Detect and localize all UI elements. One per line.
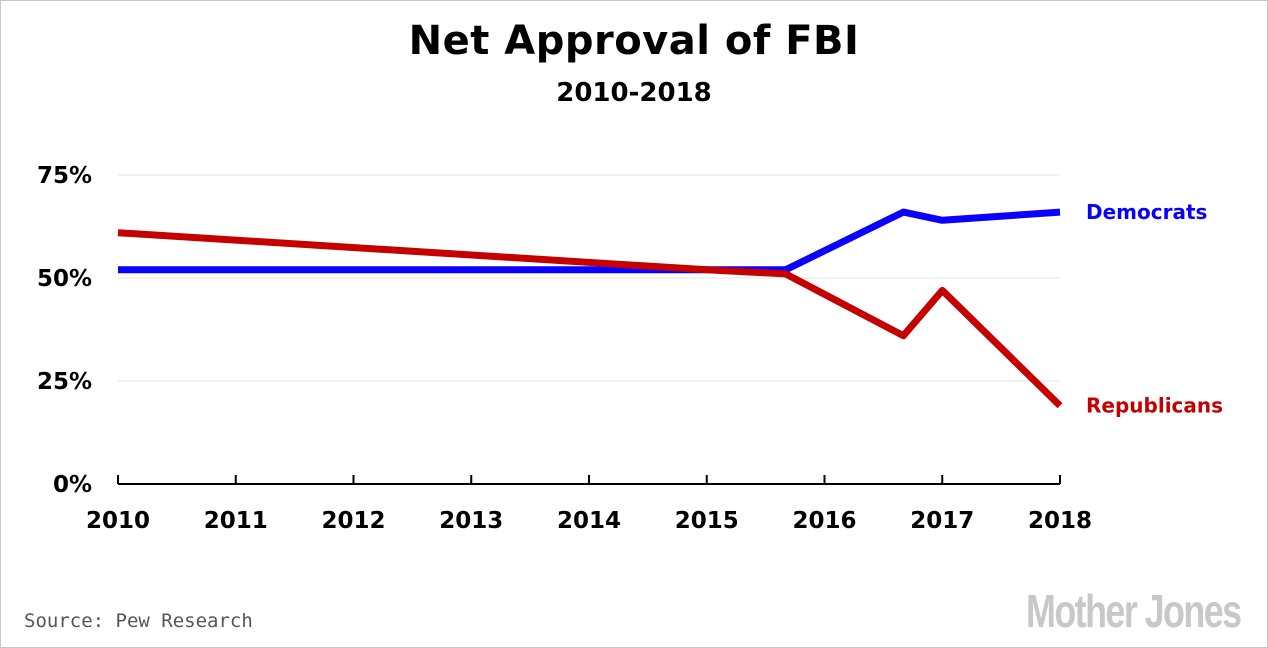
x-tick-label: 2015: [675, 508, 739, 534]
chart-title: Net Approval of FBI: [408, 18, 860, 64]
series-label-republicans: Republicans: [1086, 394, 1223, 418]
x-tick-label: 2017: [910, 508, 974, 534]
x-tick-label: 2014: [557, 508, 621, 534]
y-tick-label: 75%: [37, 163, 92, 189]
x-tick-label: 2011: [204, 508, 268, 534]
x-tick-label: 2018: [1028, 508, 1092, 534]
x-tick-label: 2012: [321, 508, 385, 534]
series-line-republicans: [117, 229, 1063, 409]
mother-jones-logo: Mother Jones: [1026, 585, 1242, 637]
source-note: Source: Pew Research: [24, 610, 253, 632]
series-line-democrats: [118, 208, 1061, 274]
x-tick-label: 2013: [439, 508, 503, 534]
series-label-democrats: Democrats: [1086, 200, 1207, 224]
y-tick-label: 25%: [37, 369, 92, 395]
x-tick-label: 2016: [792, 508, 856, 534]
y-tick-label: 0%: [53, 472, 92, 498]
y-tick-label: 50%: [37, 266, 92, 292]
x-tick-label: 2010: [86, 508, 150, 534]
chart-subtitle: 2010-2018: [556, 78, 712, 108]
